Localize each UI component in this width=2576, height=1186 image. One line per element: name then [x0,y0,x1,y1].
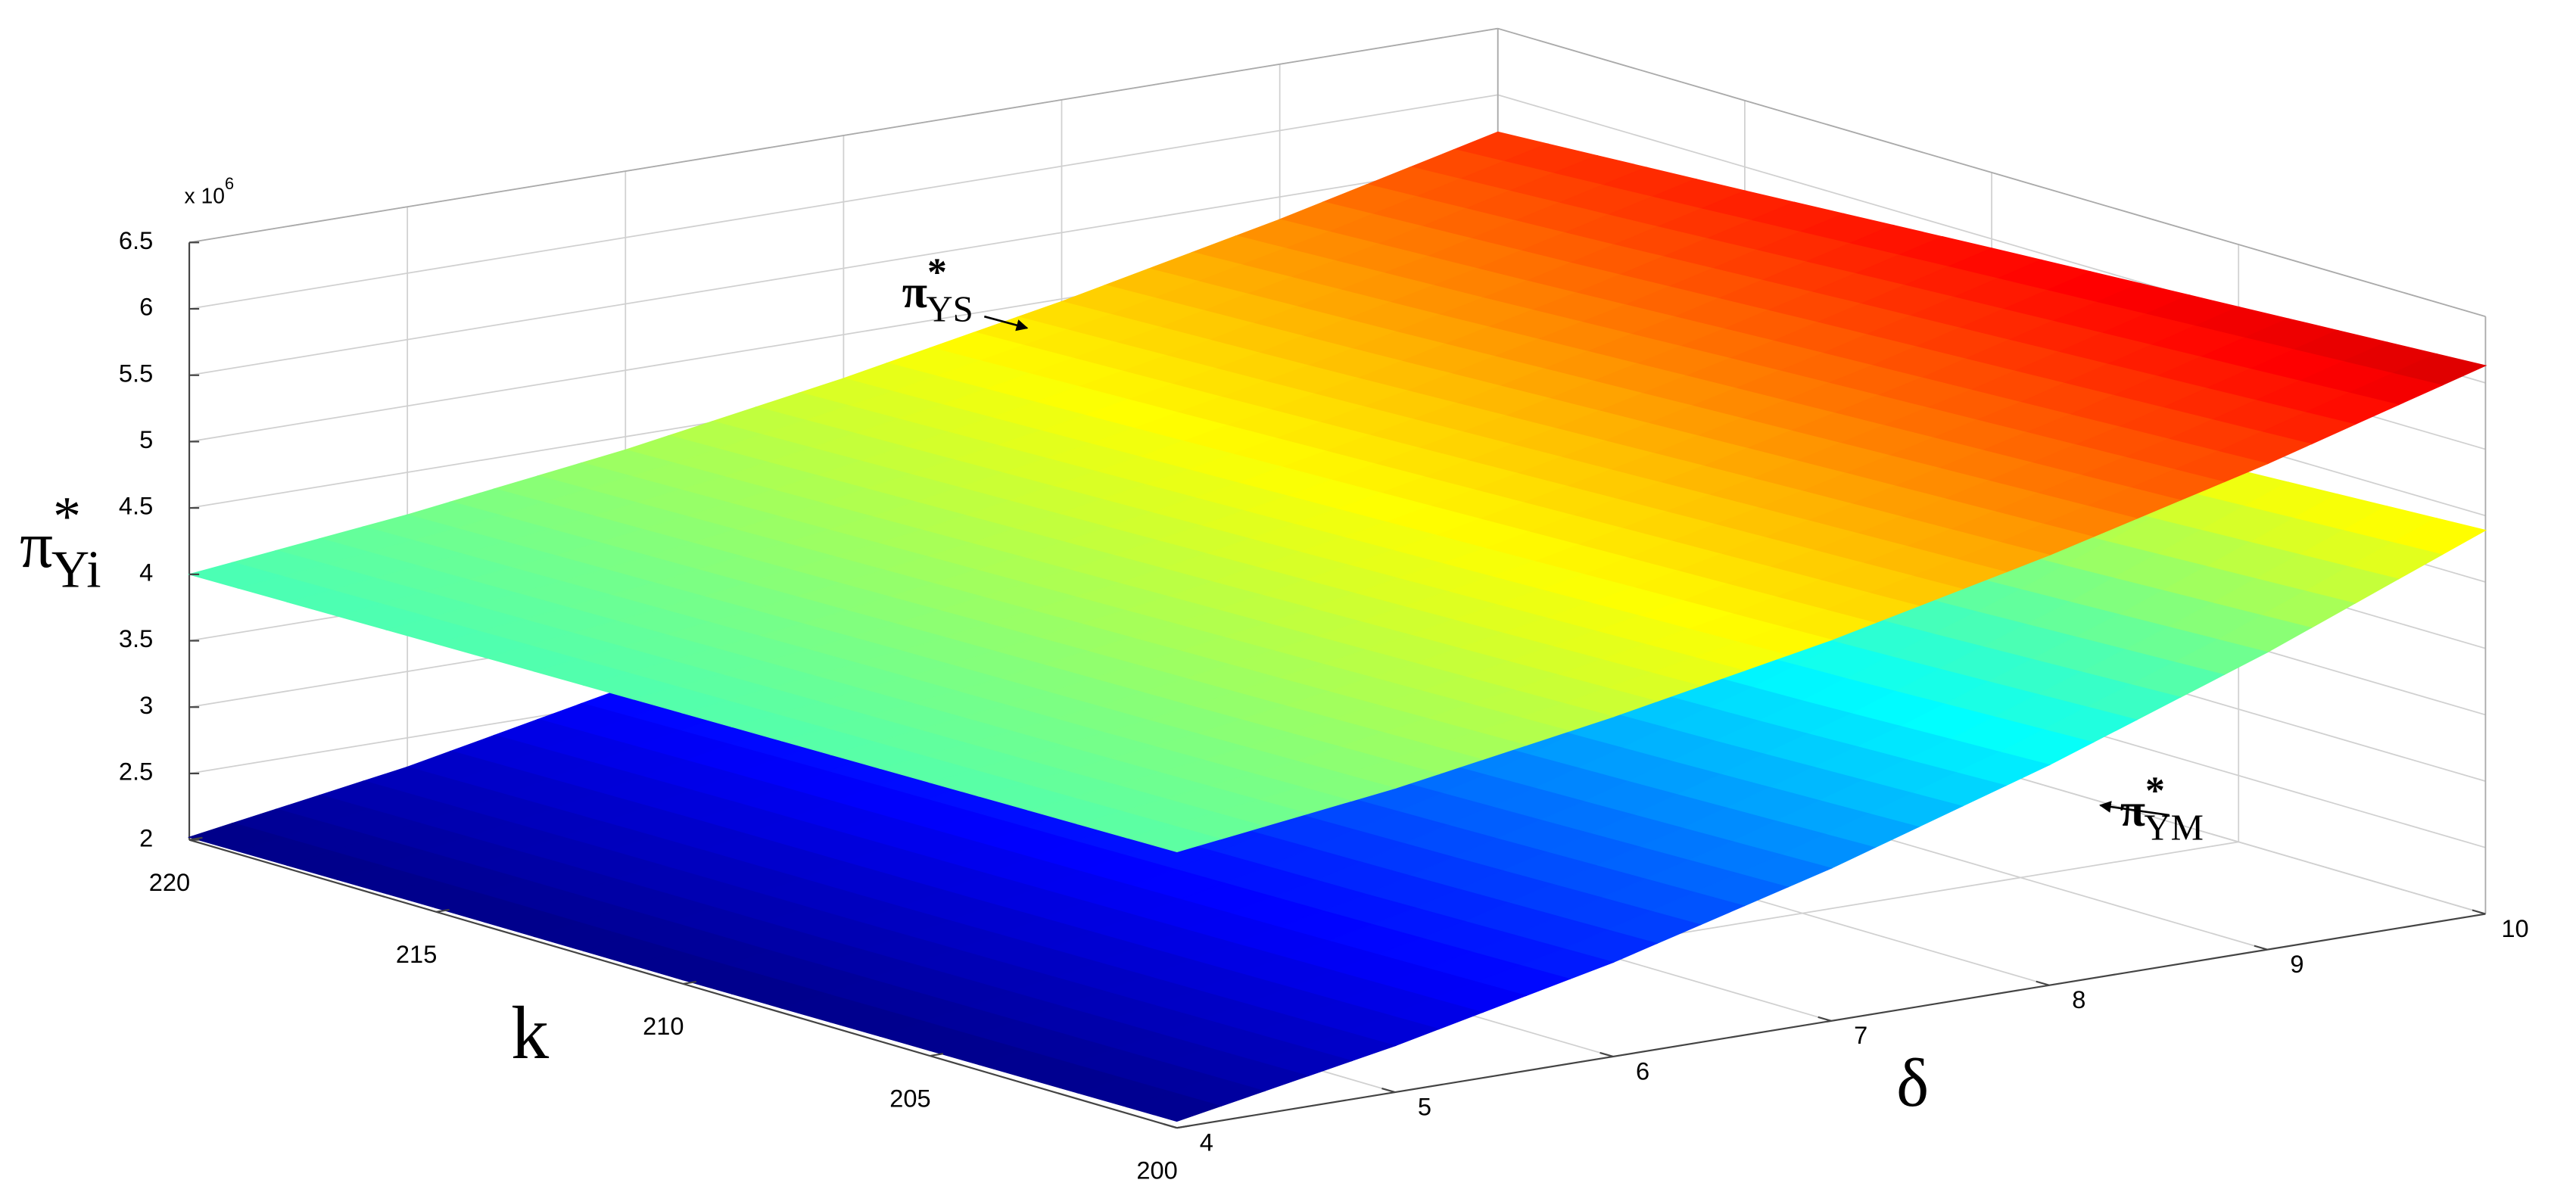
z-tick-label: 2.5 [119,758,153,786]
x-tick-label: 5 [1418,1092,1431,1120]
surface-patch [1126,824,1223,853]
axis-line [1497,27,2486,318]
z-tick-label: 4 [139,558,153,586]
y-tick-label: 205 [889,1084,930,1112]
tick-mark [1599,1051,1614,1058]
z-tick-label: 5.5 [119,359,153,387]
x-tick-label: 6 [1636,1057,1649,1085]
tick-mark [2254,945,2268,951]
series-annotation-sub: YS [926,289,973,330]
x-tick-label: 7 [1854,1021,1867,1049]
annotation-arrow [983,315,1029,332]
z-tick-label: 3.5 [119,624,153,652]
tick-mark [683,981,696,985]
series-annotation-sub: YM [2145,808,2204,848]
series-annotation: π* YM [2120,770,2204,848]
x-tick-label: 8 [2072,985,2085,1013]
tick-mark [436,908,450,913]
annotation-arrow [2099,801,2170,817]
series-annotation-sup: * [2145,770,2165,813]
surface-patch [1126,1091,1223,1122]
axis-line [188,27,1498,244]
tick-mark [2036,980,2050,986]
z-tick-label: 6.5 [119,226,153,254]
y-axis-label: k [511,991,550,1075]
y-tick-label: 210 [643,1012,684,1040]
z-tick-label: 2 [139,823,153,851]
x-axis-label: δ [1896,1044,1929,1121]
z-exponent-base: x 10 [185,184,225,208]
z-axis-label-sup: * [53,485,81,547]
series-annotation-base: π [902,267,927,318]
x-tick-label: 10 [2501,914,2528,942]
z-tick-label: 6 [139,293,153,321]
tick-mark [930,1053,944,1057]
y-tick-label: 220 [149,868,190,896]
x-tick-label: 9 [2290,950,2303,978]
y-tick-label: 215 [396,940,437,968]
tick-mark [1176,1125,1191,1129]
z-tick-label: 4.5 [119,492,153,520]
z-exponent-sup: 6 [225,174,234,193]
z-axis-label-base: π [20,508,53,581]
tick-mark [1381,1088,1396,1094]
series-annotation-sup: * [927,251,947,294]
tick-mark [2472,909,2486,915]
z-tick-label: 5 [139,425,153,453]
y-tick-label: 200 [1136,1156,1177,1184]
tick-mark [188,836,203,841]
tick-mark [1818,1016,1832,1022]
x-tick-label: 4 [1200,1128,1213,1156]
z-axis-label-sub: Yi [51,541,101,599]
tick-mark [1163,1123,1178,1129]
series-annotation: π* YS [902,251,973,330]
z-tick-label: 3 [139,691,153,719]
z-axis-label: π* Yi [20,485,101,599]
z-exponent: x 106 [185,174,235,208]
